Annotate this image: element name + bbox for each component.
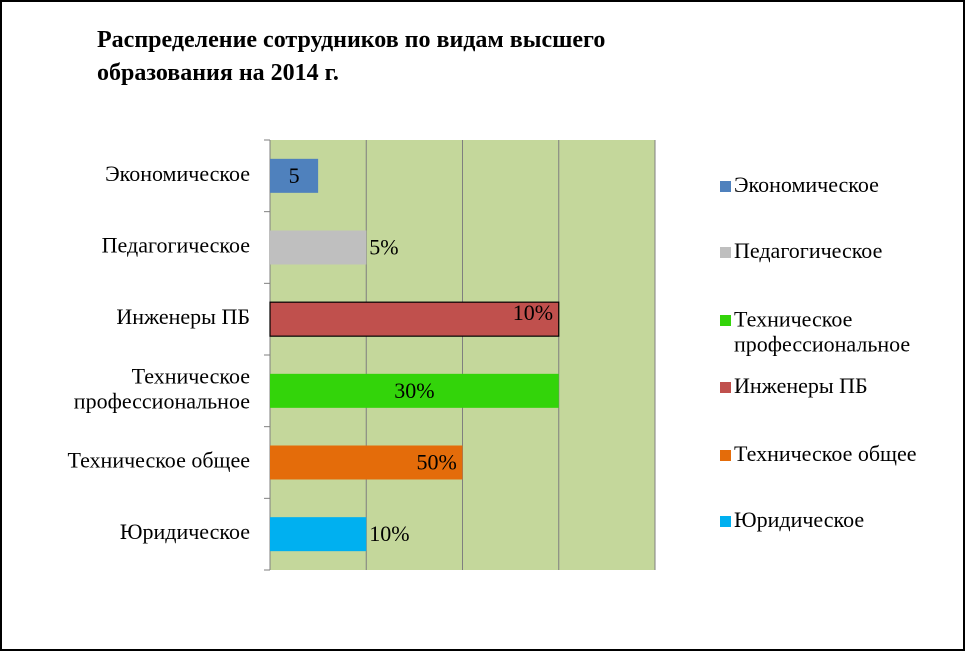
category-label: Инженеры ПБ [116, 304, 250, 329]
legend-swatch [720, 247, 731, 258]
legend-swatch [720, 516, 731, 527]
category-label: Педагогическое [102, 233, 250, 258]
data-label: 50% [417, 450, 457, 475]
data-label: 10% [513, 300, 553, 325]
category-label: Техническое профессиональное [74, 363, 250, 413]
bar [270, 517, 367, 552]
chart-title: Распределение сотрудников по видам высше… [97, 27, 606, 86]
data-label: 5% [369, 235, 398, 260]
legend-label: Техническое профессиональное [734, 307, 910, 357]
bar [270, 373, 559, 408]
legend-label: Юридическое [734, 507, 864, 532]
data-label: 30% [394, 378, 434, 403]
legend-swatch [720, 450, 731, 461]
data-label: 5 [289, 163, 300, 188]
bar [269, 301, 560, 337]
legend-label: Инженеры ПБ [734, 373, 868, 398]
legend-swatch [720, 382, 731, 393]
legend-label: Техническое общее [734, 441, 917, 466]
legend-swatch [720, 315, 731, 326]
bar [270, 158, 319, 193]
legend-label: Педагогическое [734, 238, 882, 263]
bar [270, 445, 463, 480]
legend-swatch [720, 181, 731, 192]
category-label: Юридическое [120, 519, 250, 544]
data-label: 10% [369, 521, 409, 546]
legend-label: Экономическое [734, 172, 879, 197]
category-label: Экономическое [105, 161, 250, 186]
bar [270, 230, 367, 265]
category-label: Техническое общее [67, 448, 250, 473]
